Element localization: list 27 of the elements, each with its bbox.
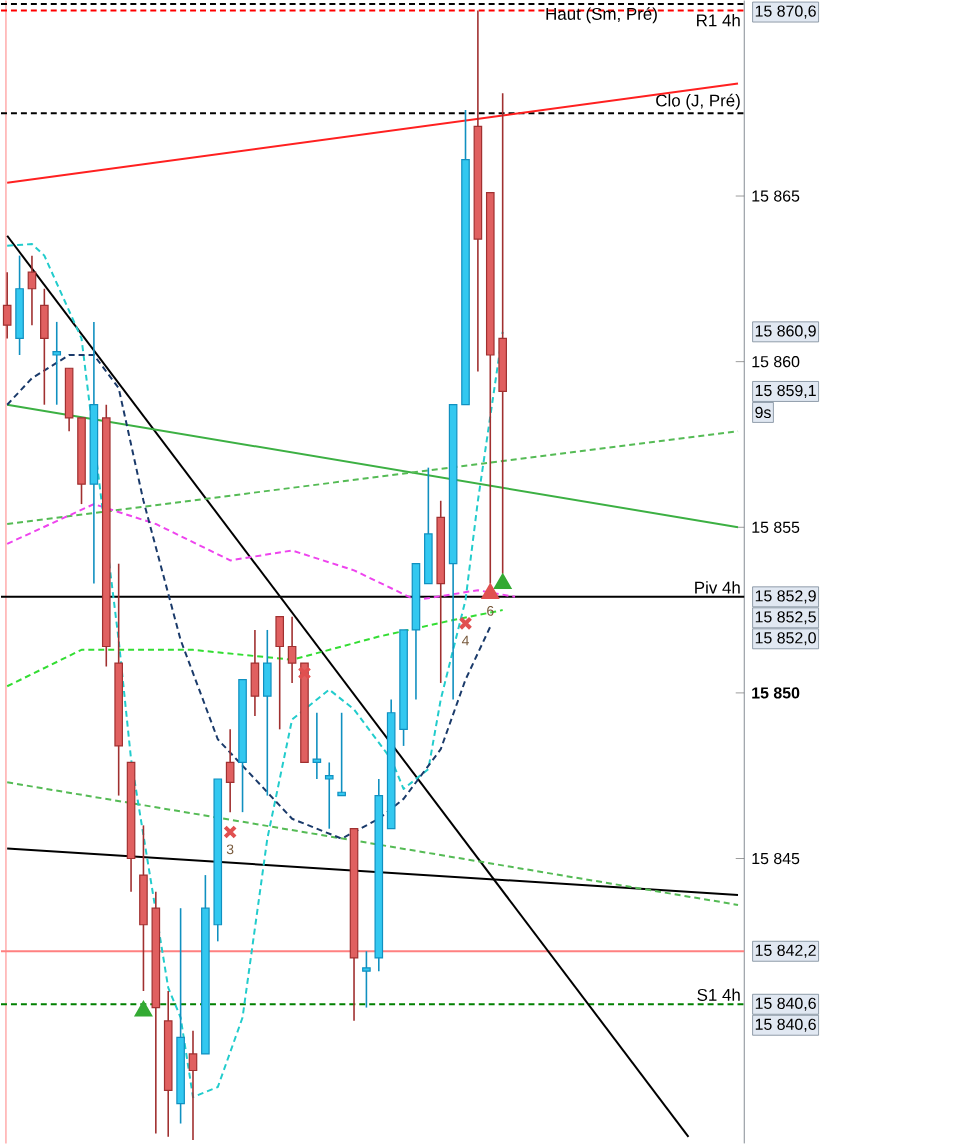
point xyxy=(135,1001,152,1017)
ref-line-label: Piv 4h xyxy=(695,581,740,594)
line-series xyxy=(6,609,504,688)
candlestick xyxy=(324,761,334,830)
ref-line-label: S1 4h xyxy=(697,988,740,1001)
candlestick xyxy=(263,629,272,797)
point xyxy=(297,666,312,680)
candlestick xyxy=(225,728,235,813)
candlestick xyxy=(2,271,12,340)
point xyxy=(458,616,473,631)
ref-line-label: R1 4h xyxy=(697,13,740,27)
candlestick xyxy=(40,287,49,406)
candlestick xyxy=(188,1029,198,1141)
point xyxy=(494,574,511,590)
ref-line-label: Clo (J, Pré) xyxy=(656,93,740,110)
line-series xyxy=(6,243,504,1099)
candlestick xyxy=(287,615,297,684)
candlestick xyxy=(275,615,285,731)
candlestick xyxy=(250,629,260,717)
point xyxy=(482,584,499,599)
ref-line-label: Haut (Sm, Pré) xyxy=(546,7,657,24)
candlestick xyxy=(52,321,62,406)
candlestick xyxy=(362,950,371,1009)
candlestick xyxy=(337,711,346,797)
line-series xyxy=(6,503,517,602)
candlestick xyxy=(312,711,322,780)
point xyxy=(223,825,238,839)
